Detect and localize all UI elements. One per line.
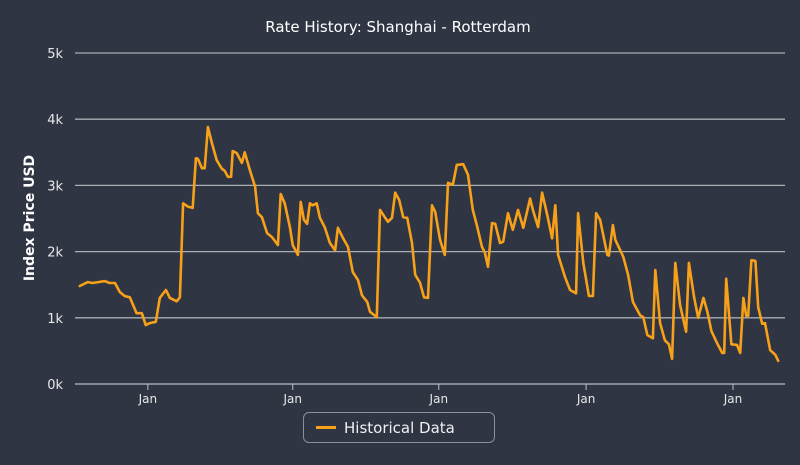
x-tick-label: Jan bbox=[576, 392, 596, 406]
x-tick-label: Jan bbox=[429, 392, 449, 406]
legend-label: Historical Data bbox=[344, 418, 455, 437]
series-layer bbox=[78, 125, 780, 363]
legend-swatch-historical-data bbox=[316, 426, 336, 429]
legend[interactable]: Historical Data bbox=[303, 412, 495, 443]
x-axis-ticks: Jan Jan Jan Jan Jan bbox=[138, 384, 743, 406]
series-line-historical-data bbox=[78, 125, 780, 363]
y-tick-label: 5k bbox=[47, 47, 63, 62]
y-tick-label: 4k bbox=[47, 113, 63, 128]
y-tick-label: 3k bbox=[47, 179, 63, 194]
y-tick-label: 0k bbox=[47, 378, 63, 393]
chart-title: Rate History: Shanghai - Rotterdam bbox=[265, 18, 530, 36]
y-axis-ticks: 0k 1k 2k 3k 4k 5k bbox=[47, 47, 63, 393]
y-tick-label: 1k bbox=[47, 312, 63, 327]
y-tick-label: 2k bbox=[47, 246, 63, 261]
x-tick-label: Jan bbox=[282, 392, 302, 406]
x-tick-label: Jan bbox=[138, 392, 158, 406]
x-tick-label: Jan bbox=[723, 392, 743, 406]
y-axis-title: Index Price USD bbox=[22, 155, 38, 281]
